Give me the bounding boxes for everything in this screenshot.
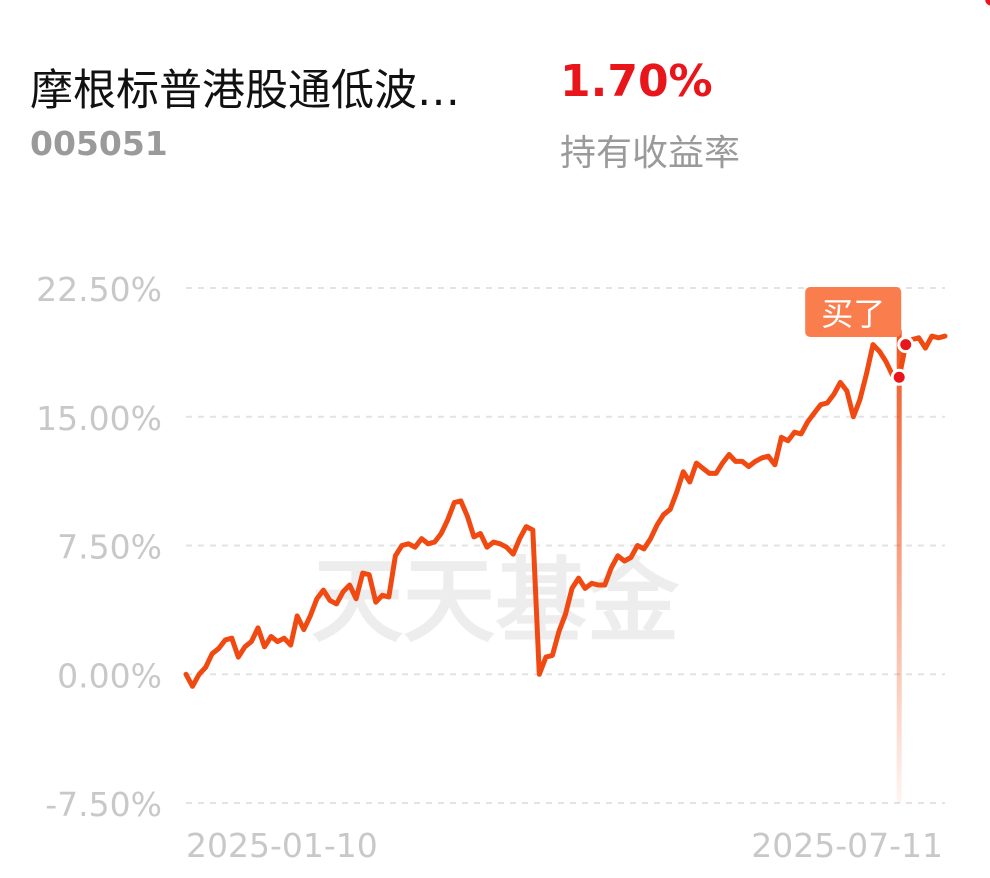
holding-return-value: 1.70% [560,56,713,107]
buy-marker-label: 买了 [821,295,885,333]
series-line [183,333,948,689]
trade-point[interactable] [890,368,908,386]
y-tick-label: 22.50% [36,270,162,309]
x-tick-label: 2025-07-11 [751,826,943,865]
fund-code: 005051 [30,124,168,163]
y-tick-label: 7.50% [57,528,162,567]
y-tick-label: -7.50% [45,785,162,824]
buy-marker-tag[interactable] [805,287,902,337]
y-tick-label: 15.00% [36,399,162,438]
x-tick-label: 2025-01-10 [186,826,378,865]
buy-marker-line [896,330,902,803]
holding-return-label: 持有收益率 [560,133,741,174]
chart-watermark: 天天基金 [311,548,680,655]
y-tick-label: 0.00% [57,656,162,695]
trade-point[interactable] [982,0,990,9]
trade-point[interactable] [897,336,915,354]
fund-name: 摩根标普港股通低波… [30,66,460,116]
